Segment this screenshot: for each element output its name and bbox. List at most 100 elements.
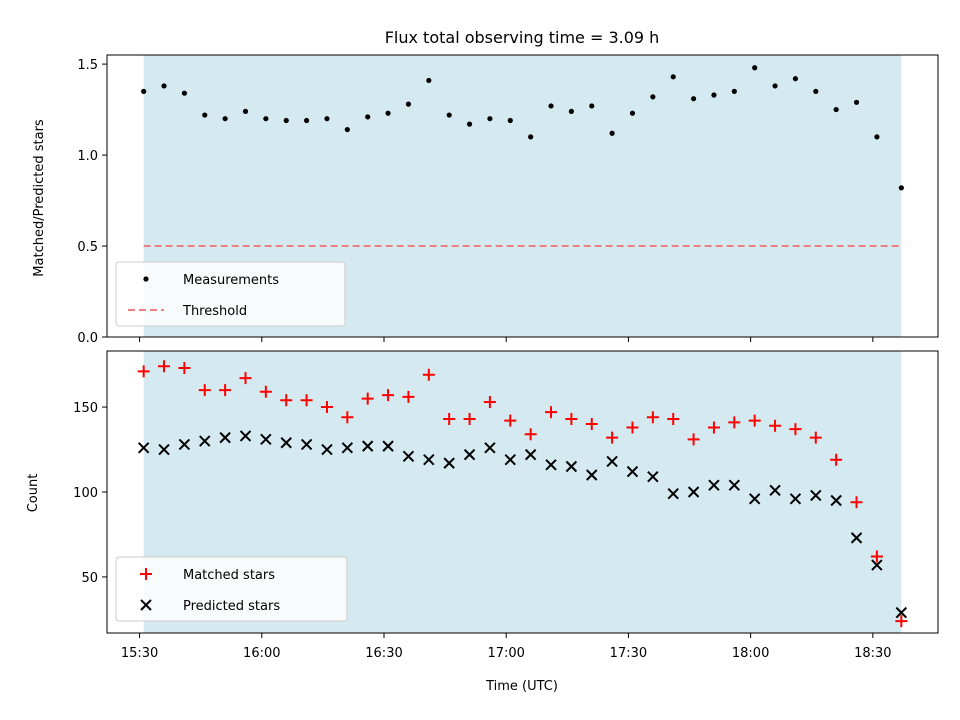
- measurement-point: [487, 116, 493, 122]
- measurement-point: [202, 112, 208, 118]
- predicted-star-point: [830, 494, 842, 507]
- bottom-legend: Matched stars Predicted stars: [115, 556, 348, 622]
- matched-star-point: [545, 406, 558, 419]
- matched-star-point: [402, 390, 415, 403]
- matched-star-point: [483, 395, 496, 408]
- bottom-x-axis: 15:30 16:00 16:30 17:00 17:30 18:00 18:30: [121, 633, 892, 661]
- predicted-star-point: [402, 450, 415, 463]
- top-y-axis: 0.0 0.5 1.0 1.5: [77, 58, 107, 346]
- matched-star-point: [443, 412, 456, 425]
- matched-star-point: [667, 412, 680, 425]
- measurement-point: [242, 108, 249, 114]
- predicted-star-point: [361, 440, 374, 452]
- measurement-point: [690, 96, 697, 102]
- predicted-star-point: [769, 484, 781, 497]
- matched-star-point: [707, 421, 720, 434]
- measurement-point: [344, 126, 350, 133]
- bottom-x-tick-label: 17:30: [610, 646, 647, 661]
- matched-star-point: [280, 394, 293, 407]
- matched-star-point: [850, 496, 863, 509]
- measurement-point: [324, 116, 330, 122]
- matched-star-point: [361, 392, 374, 405]
- legend-label: Predicted stars: [183, 599, 280, 614]
- measurement-point: [752, 65, 758, 71]
- legend-box: [115, 261, 346, 327]
- matched-star-point: [626, 421, 639, 434]
- bottom-y-axis-label: Count: [26, 474, 41, 513]
- measurement-point: [283, 117, 289, 124]
- bottom-x-tick-label: 16:30: [365, 646, 402, 661]
- matched-star-point: [382, 389, 395, 402]
- matched-star-point: [422, 368, 435, 381]
- predicted-star-point: [647, 471, 659, 483]
- measurement-point: [731, 88, 737, 94]
- top-x-ticks: [139, 337, 874, 342]
- predicted-star-point: [871, 559, 883, 571]
- measurement-point: [446, 112, 452, 118]
- predicted-star-point: [895, 606, 908, 619]
- chart-title: Flux total observing time = 3.09 h: [385, 28, 660, 47]
- predicted-star-point: [708, 479, 720, 491]
- bottom-y-tick-label: 100: [73, 486, 98, 501]
- matched-star-point: [219, 384, 232, 397]
- matched-star-point: [789, 423, 802, 436]
- measurement-point: [833, 106, 839, 113]
- measurement-point: [898, 185, 904, 191]
- count-points-layer: [137, 360, 908, 628]
- matched-star-point: [259, 385, 272, 398]
- measurement-point: [405, 101, 412, 107]
- matched-star-point: [830, 453, 843, 466]
- matched-star-point: [748, 414, 761, 427]
- predicted-star-point: [748, 493, 761, 505]
- predicted-star-point: [137, 442, 150, 454]
- predicted-star-point: [484, 442, 496, 454]
- matched-star-point: [198, 384, 211, 397]
- matched-star-point: [565, 412, 578, 425]
- predicted-star-point: [810, 489, 822, 502]
- legend-label: Matched stars: [183, 568, 275, 583]
- top-y-axis-label: Matched/Predicted stars: [32, 119, 47, 277]
- predicted-star-point: [341, 442, 354, 454]
- predicted-star-point: [463, 448, 476, 461]
- predicted-star-point: [504, 454, 516, 466]
- bottom-y-tick-label: 50: [81, 571, 98, 586]
- top-y-tick-label: 1.5: [77, 58, 98, 73]
- matched-star-point: [769, 419, 782, 432]
- predicted-star-point: [687, 486, 700, 498]
- top-y-tick-label: 0.0: [77, 331, 98, 346]
- predicted-star-point: [423, 454, 435, 466]
- legend-matched-marker: [140, 568, 152, 580]
- predicted-star-point: [606, 455, 618, 468]
- predicted-star-point: [199, 435, 211, 447]
- matched-star-point: [320, 401, 333, 414]
- measurement-point: [466, 121, 473, 127]
- predicted-star-point: [158, 443, 170, 456]
- top-panel: 0.0 0.5 1.0 1.5 Matched/Predicted stars Mea…: [32, 54, 939, 346]
- matched-star-point: [137, 365, 150, 378]
- predicted-star-point: [667, 487, 679, 500]
- top-legend: Measurements Threshold: [115, 261, 346, 327]
- measurement-point: [670, 74, 676, 80]
- top-y-tick-label: 0.5: [77, 240, 98, 255]
- predicted-star-point: [219, 431, 231, 444]
- measurement-point: [772, 83, 778, 89]
- matched-star-point: [895, 615, 908, 628]
- predicted-star-point: [626, 465, 639, 478]
- measurement-point: [263, 116, 269, 122]
- predicted-star-point: [586, 469, 598, 481]
- matched-star-point: [524, 428, 537, 441]
- bottom-y-tick-label: 150: [73, 401, 98, 416]
- measurement-point: [222, 116, 228, 122]
- measurement-point: [853, 99, 860, 105]
- measurement-point: [609, 130, 615, 136]
- measurement-point: [629, 110, 636, 116]
- bottom-panel: 50 100 150 15:30 16:00 16:30 17:00 17:30 18:00 1…: [26, 350, 939, 694]
- top-y-tick-label: 1.0: [77, 149, 98, 164]
- matched-star-point: [728, 416, 741, 429]
- matched-star-point: [504, 414, 517, 427]
- measurement-point: [528, 134, 534, 140]
- legend-measurement-marker: [143, 276, 149, 282]
- predicted-star-point: [789, 493, 802, 505]
- matched-star-point: [341, 411, 354, 424]
- measurement-point: [548, 103, 554, 109]
